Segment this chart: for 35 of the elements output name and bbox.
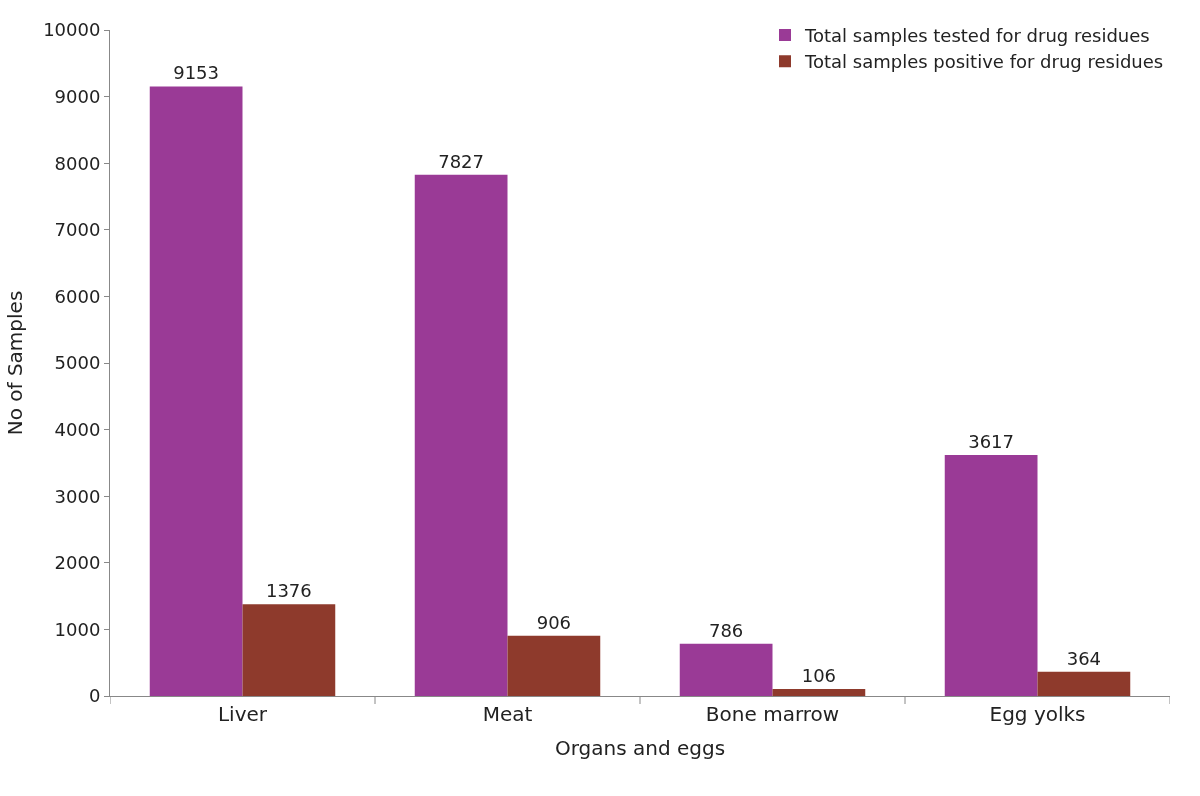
y-tick-label: 6000 [54, 285, 101, 307]
data-label: 1376 [265, 580, 312, 602]
bar [1037, 671, 1131, 696]
data-label: 3617 [968, 431, 1015, 453]
y-tick-label: 2000 [54, 552, 101, 574]
y-tick-label: 1000 [54, 618, 101, 640]
data-label: 9153 [173, 62, 220, 84]
x-tick-label: Meat [482, 702, 533, 726]
y-tick-label: 0 [88, 685, 101, 707]
data-label: 364 [1066, 647, 1102, 669]
legend-label: Total samples positive for drug residues [804, 51, 1164, 73]
x-tick-label: Egg yolks [989, 702, 1086, 726]
y-axis-title: No of Samples [2, 290, 27, 436]
data-label: 106 [801, 664, 837, 686]
bar [772, 688, 866, 696]
bar [944, 455, 1038, 696]
y-tick-label: 5000 [54, 352, 101, 374]
bar [149, 86, 243, 696]
y-tick-label: 10000 [43, 19, 101, 41]
x-axis-title: Organs and eggs [554, 735, 726, 760]
y-tick-label: 8000 [54, 152, 101, 174]
y-tick-label: 3000 [54, 485, 101, 507]
legend-label: Total samples tested for drug residues [804, 24, 1150, 46]
bar [679, 643, 773, 696]
y-tick-label: 7000 [54, 219, 101, 241]
bar [414, 174, 508, 696]
data-label: 906 [536, 611, 572, 633]
x-tick-label: Liver [217, 702, 268, 726]
x-tick-label: Bone marrow [705, 702, 840, 726]
data-label: 786 [708, 619, 744, 641]
y-tick-label: 9000 [54, 85, 101, 107]
y-tick-label: 4000 [54, 418, 101, 440]
bar [507, 635, 601, 696]
data-label: 7827 [438, 150, 485, 172]
bar [242, 604, 336, 696]
